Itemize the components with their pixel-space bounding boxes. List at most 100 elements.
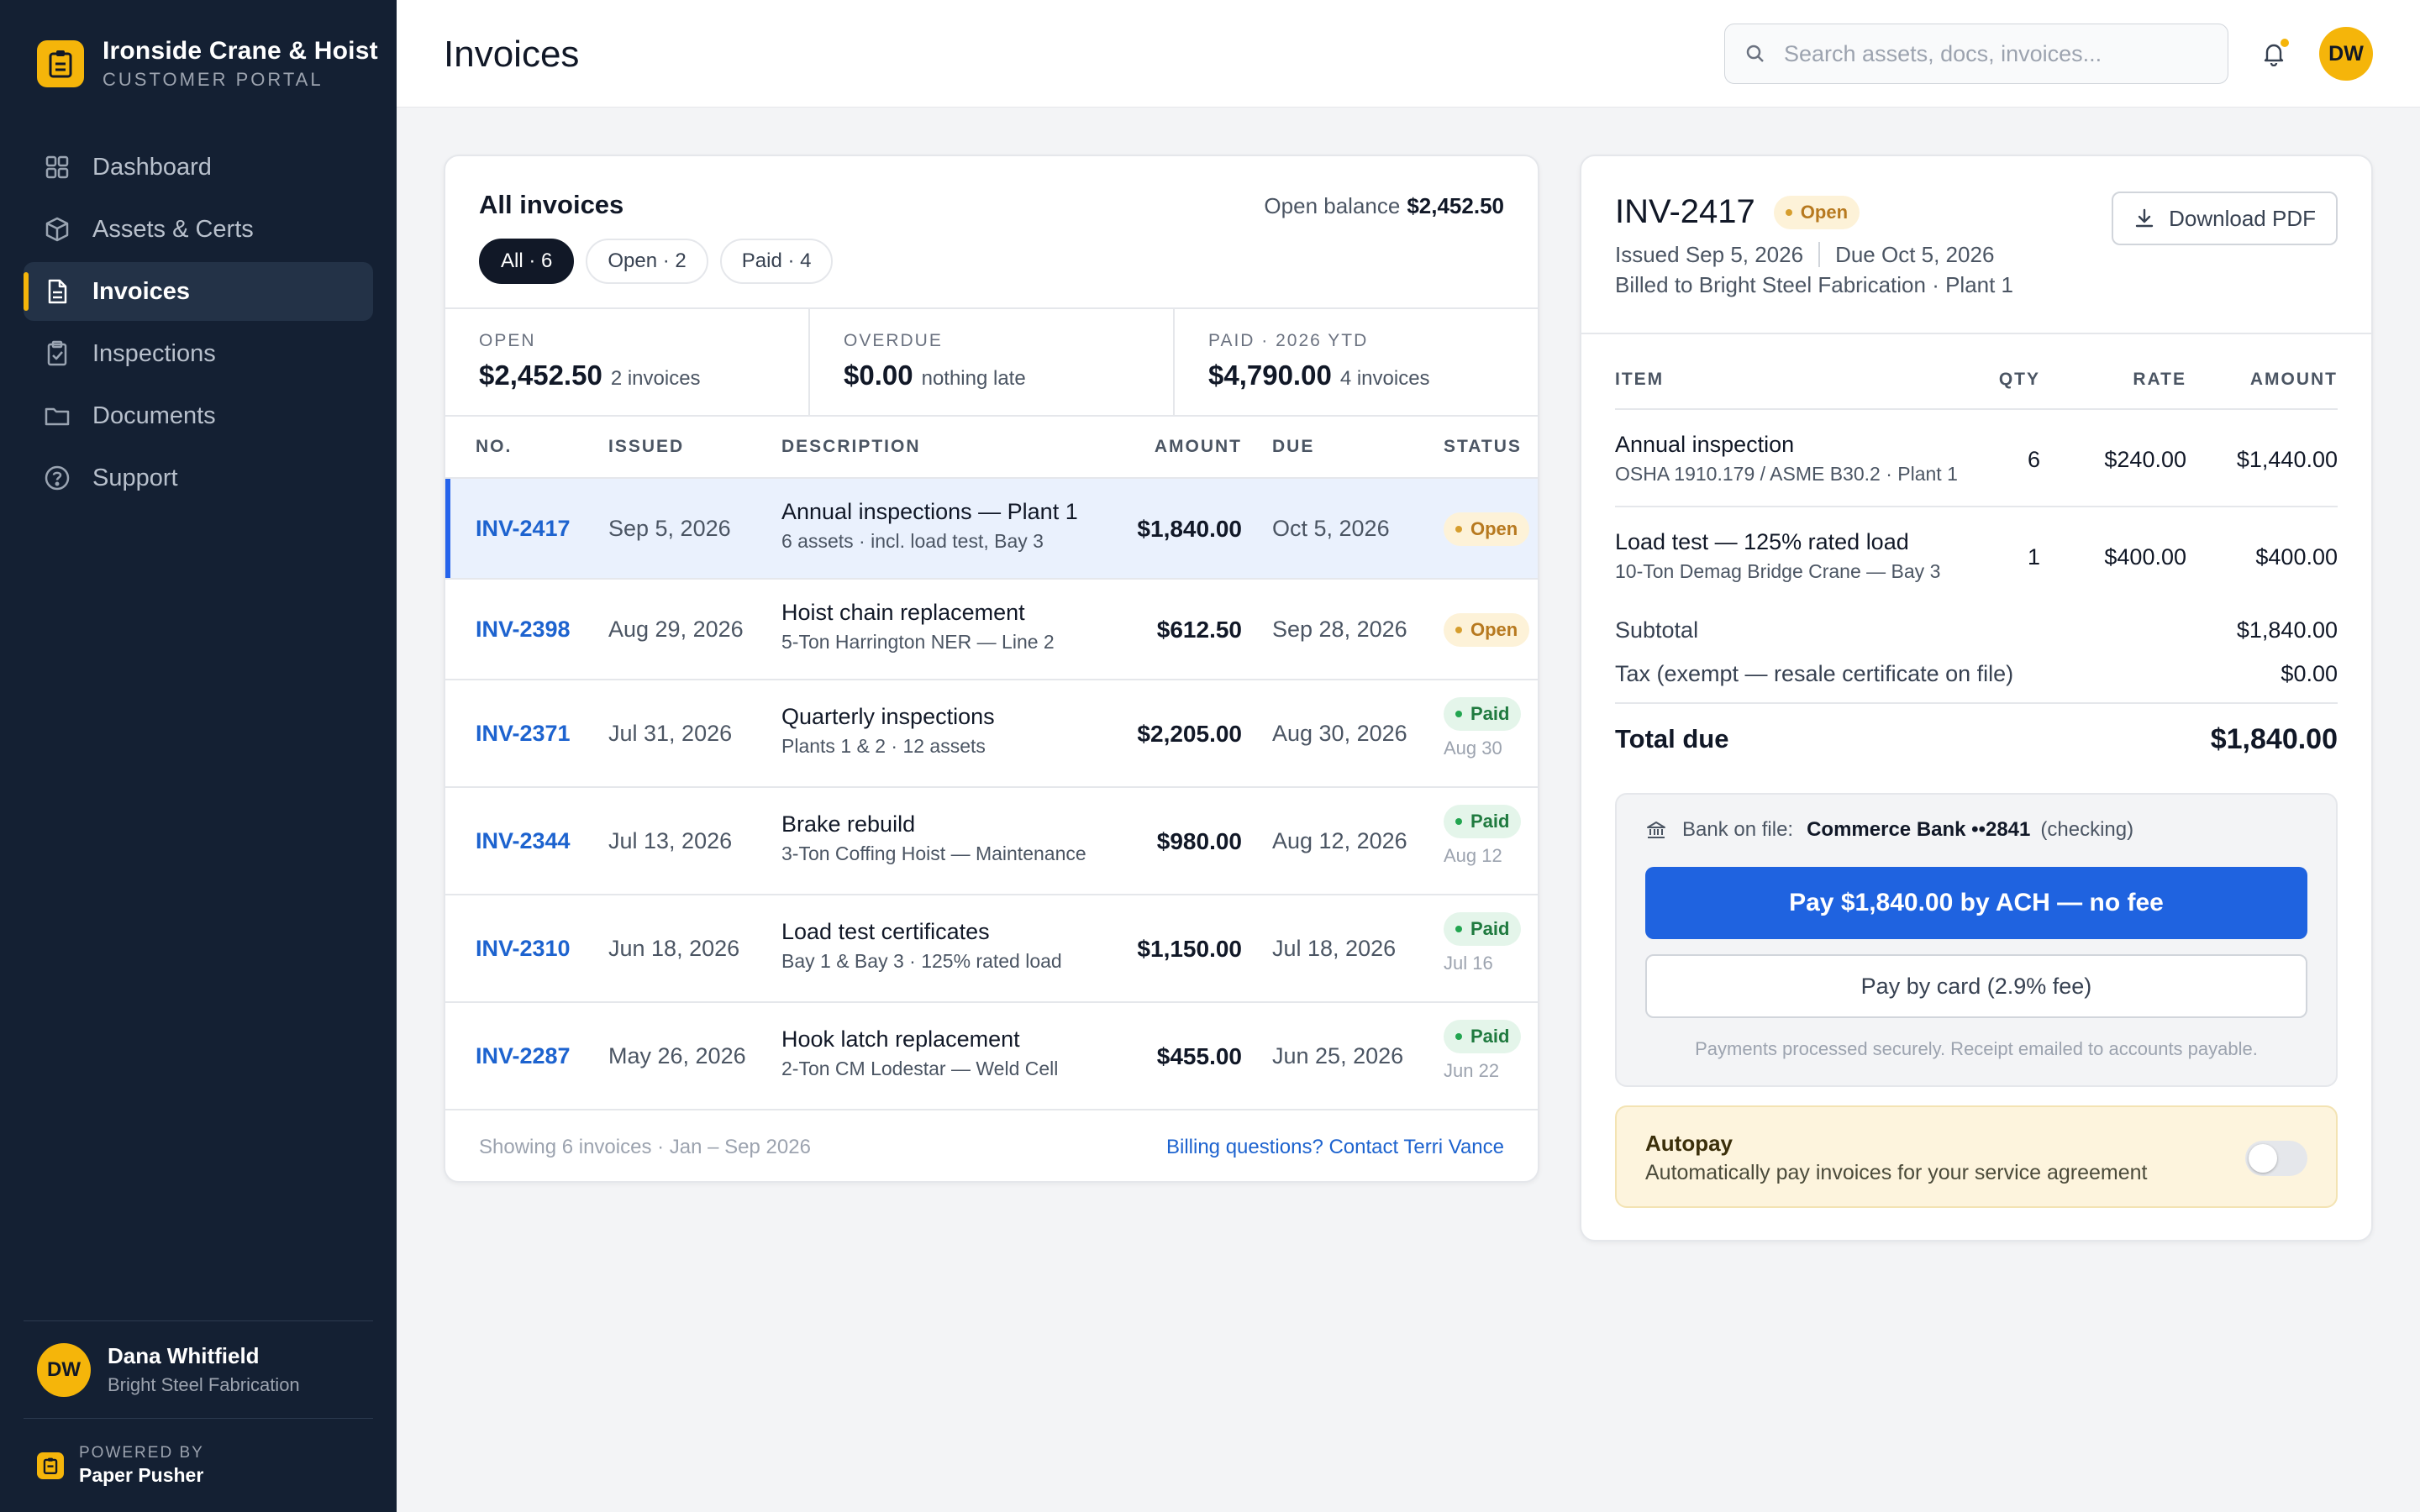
- user-profile[interactable]: DW Dana Whitfield Bright Steel Fabricati…: [24, 1320, 373, 1418]
- tax-label: Tax (exempt — resale certificate on file…: [1615, 660, 2014, 686]
- table-row[interactable]: INV-2371 Jul 31, 2026 Quarterly inspection…: [445, 680, 1538, 788]
- invoice-amount: $1,150.00: [1137, 936, 1242, 962]
- filter-all[interactable]: All · 6: [479, 239, 575, 284]
- page-title: Invoices: [444, 34, 580, 75]
- download-pdf-button[interactable]: Download PDF: [2112, 192, 2338, 245]
- due-date: Aug 12, 2026: [1272, 828, 1407, 853]
- paid-date: Aug 30: [1444, 738, 1502, 759]
- sidebar-item-label: Dashboard: [92, 153, 212, 181]
- table-row[interactable]: INV-2344 Jul 13, 2026 Brake rebuild 3-Ton C…: [445, 788, 1538, 895]
- line-items: ITEM QTY RATE AMOUNT Annual inspection OS…: [1615, 334, 2338, 605]
- pay-ach-button[interactable]: Pay $1,840.00 by ACH — no fee: [1645, 867, 2307, 939]
- invoice-number-link[interactable]: INV-2344: [476, 828, 571, 853]
- brand[interactable]: Ironside Crane & Hoist CUSTOMER PORTAL: [37, 37, 378, 91]
- search-input[interactable]: [1784, 40, 2204, 67]
- stat-label: OVERDUE: [844, 331, 943, 350]
- stat-value: $2,452.50: [479, 360, 602, 391]
- powered-by-name: Paper Pusher: [79, 1464, 204, 1486]
- invoice-number-link[interactable]: INV-2398: [476, 617, 571, 642]
- invoices-card: All invoices Open balance $2,452.50 All ·…: [444, 155, 1539, 1183]
- sidebar-item-label: Inspections: [92, 339, 216, 367]
- issued-date: Jun 18, 2026: [608, 936, 740, 961]
- table-row[interactable]: INV-2287 May 26, 2026 Hook latch replaceme…: [445, 1003, 1538, 1110]
- invoices-heading: All invoices: [479, 190, 624, 219]
- autopay-toggle[interactable]: [2245, 1141, 2307, 1176]
- download-pdf-label: Download PDF: [2169, 205, 2316, 231]
- status-badge: Paid: [1444, 697, 1522, 731]
- table-row[interactable]: INV-2417 Sep 5, 2026 Annual inspections — …: [445, 479, 1538, 580]
- column-header-due[interactable]: DUE: [1272, 437, 1315, 456]
- sidebar-item-inspections[interactable]: Inspections: [24, 324, 373, 383]
- sidebar-item-label: Support: [92, 464, 178, 491]
- filter-open[interactable]: Open · 2: [586, 239, 708, 284]
- due-date: Due Oct 5, 2026: [1835, 242, 1995, 267]
- due-date: Sep 28, 2026: [1272, 617, 1407, 642]
- column-header-amount[interactable]: AMOUNT: [1154, 437, 1242, 456]
- invoice-title: Quarterly inspections: [781, 704, 995, 729]
- line-item-qty: 1: [2027, 544, 2040, 570]
- paper-pusher-logo-icon: [37, 1452, 64, 1479]
- sidebar-item-label: Invoices: [92, 277, 191, 305]
- billing-contact-link[interactable]: Billing questions? Contact Terri Vance: [1166, 1136, 1504, 1158]
- bank-name: Commerce Bank ••2841: [1807, 818, 2031, 841]
- sidebar: Ironside Crane & Hoist CUSTOMER PORTAL D…: [0, 0, 397, 1512]
- bank-type: (checking): [2040, 818, 2134, 841]
- avatar[interactable]: DW: [2319, 27, 2373, 81]
- column-header-issued[interactable]: ISSUED: [608, 437, 685, 456]
- issued-date: Jul 13, 2026: [608, 828, 733, 853]
- box-icon: [45, 217, 69, 242]
- sidebar-item-documents[interactable]: Documents: [24, 386, 373, 445]
- column-header-description[interactable]: DESCRIPTION: [781, 437, 921, 456]
- invoice-description: Brake rebuild 3-Ton Coffing Hoist — Maint…: [781, 811, 1086, 865]
- open-balance-value: $2,452.50: [1407, 193, 1504, 218]
- total-value: $1,840.00: [2210, 722, 2338, 755]
- invoice-status: Paid Aug 12: [1444, 805, 1522, 867]
- invoice-number-link[interactable]: INV-2417: [476, 516, 571, 541]
- column-header-amount: AMOUNT: [2249, 370, 2338, 389]
- invoice-number-link[interactable]: INV-2287: [476, 1043, 571, 1068]
- clipboard-check-icon: [47, 340, 67, 366]
- sidebar-nav: Dashboard Assets & Certs Invoices Inspec…: [24, 138, 373, 511]
- invoice-description: Annual inspections — Plant 1 6 assets · i…: [781, 499, 1078, 553]
- sidebar-item-invoices[interactable]: Invoices: [24, 262, 373, 321]
- invoice-number-link[interactable]: INV-2371: [476, 721, 571, 746]
- column-header-no[interactable]: NO.: [476, 437, 513, 456]
- sidebar-item-support[interactable]: Support: [24, 449, 373, 507]
- table-row[interactable]: INV-2398 Aug 29, 2026 Hoist chain replacem…: [445, 580, 1538, 680]
- table-row[interactable]: INV-2310 Jun 18, 2026 Load test certificat…: [445, 895, 1538, 1003]
- search-icon: [1746, 45, 1764, 62]
- sidebar-item-assets[interactable]: Assets & Certs: [24, 200, 373, 259]
- invoice-status: Paid Jun 22: [1444, 1020, 1522, 1082]
- invoice-title: Hook latch replacement: [781, 1026, 1020, 1052]
- invoice-subtitle: Plants 1 & 2 · 12 assets: [781, 735, 986, 757]
- folder-icon: [45, 407, 70, 426]
- invoice-subtitle: Bay 1 & Bay 3 · 125% rated load: [781, 950, 1062, 972]
- brand-subtitle: CUSTOMER PORTAL: [103, 69, 324, 90]
- status-badge: Paid: [1444, 805, 1522, 838]
- column-header-status[interactable]: STATUS: [1444, 437, 1522, 456]
- invoices-footer: Showing 6 invoices · Jan – Sep 2026 Bill…: [445, 1114, 1538, 1181]
- subtotal-label: Subtotal: [1615, 617, 1699, 643]
- stat-label: PAID · 2026 YTD: [1208, 331, 1369, 350]
- stat-sub: 4 invoices: [1339, 367, 1430, 390]
- sidebar-item-dashboard[interactable]: Dashboard: [24, 138, 373, 197]
- invoice-number-link[interactable]: INV-2310: [476, 936, 571, 961]
- invoice-description: Quarterly inspections Plants 1 & 2 · 12 a…: [781, 704, 995, 758]
- search-box[interactable]: [1724, 24, 2228, 84]
- grid-icon: [45, 155, 69, 179]
- due-date: Jun 25, 2026: [1272, 1043, 1404, 1068]
- line-item-name: Annual inspection: [1615, 432, 1795, 457]
- stat-open: OPEN $2,452.50 2 invoices: [445, 309, 810, 415]
- line-item-qty: 6: [2027, 447, 2040, 472]
- pay-card-button[interactable]: Pay by card (2.9% fee): [1645, 954, 2307, 1018]
- due-date: Jul 18, 2026: [1272, 936, 1397, 961]
- bank-label: Bank on file:: [1682, 818, 1794, 841]
- filter-paid[interactable]: Paid · 4: [719, 239, 834, 284]
- subtotal-value: $1,840.00: [2236, 617, 2338, 643]
- stat-sub: nothing late: [921, 367, 1026, 390]
- invoice-description: Load test certificates Bay 1 & Bay 3 · 12…: [781, 919, 1062, 973]
- line-item: Annual inspection OSHA 1910.179 / ASME B3…: [1615, 410, 2338, 507]
- avatar: DW: [37, 1342, 91, 1397]
- notifications-button[interactable]: [2255, 35, 2292, 72]
- invoice-subtitle: 5-Ton Harrington NER — Line 2: [781, 631, 1055, 653]
